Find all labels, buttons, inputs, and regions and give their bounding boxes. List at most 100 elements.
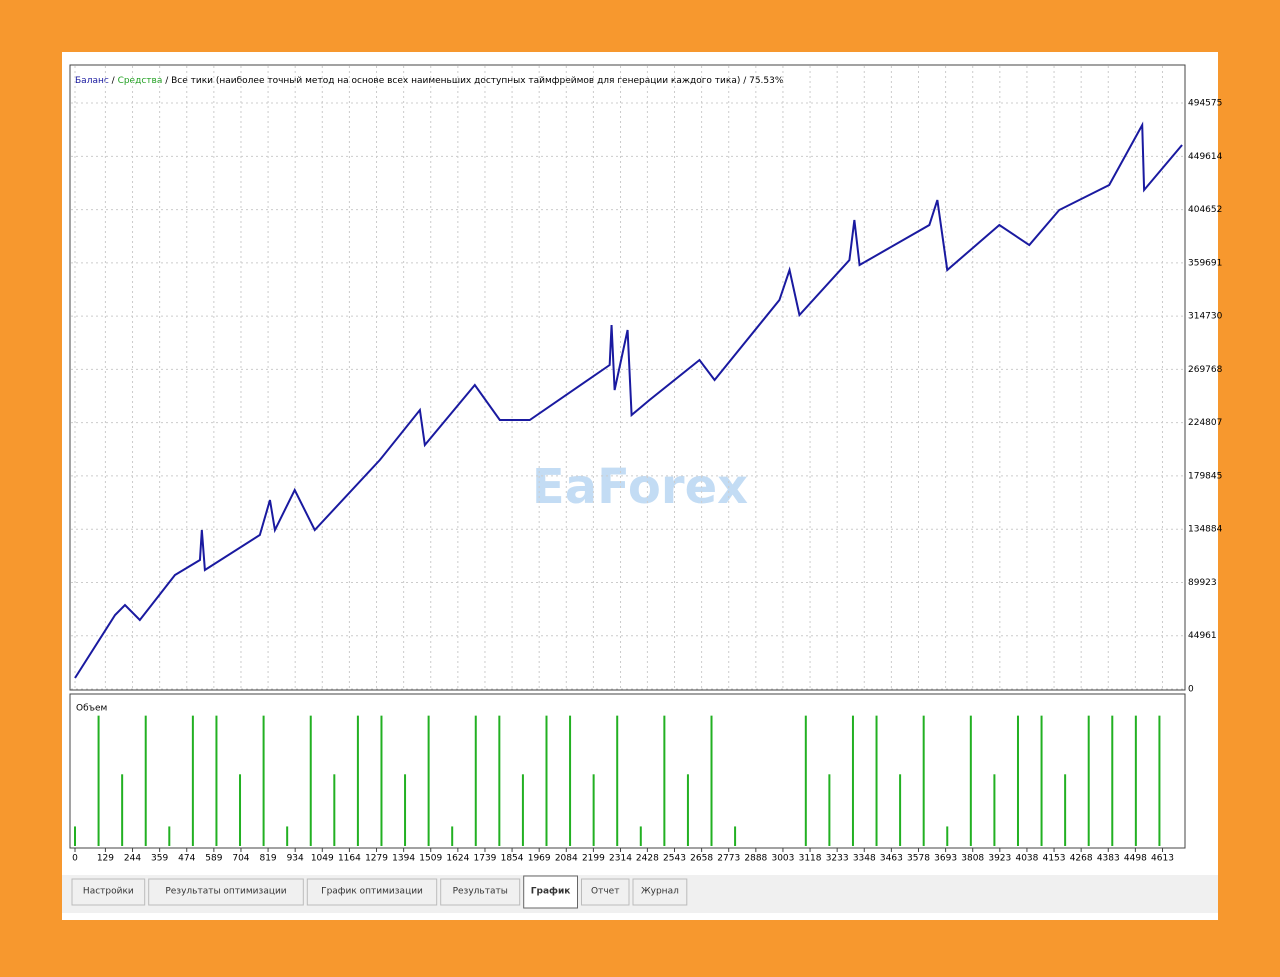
volume-bar (1134, 715, 1137, 846)
balance-line (74, 121, 1183, 679)
x-tick-label: 3923 (988, 854, 1011, 864)
tab[interactable] (306, 878, 438, 906)
tab-label[interactable]: График (531, 887, 571, 897)
tab[interactable] (440, 878, 521, 906)
x-tick-label: 1624 (446, 854, 469, 864)
header: Баланс / Средства / Все тики (наиболее т… (75, 76, 784, 86)
x-tick-label: 3003 (771, 854, 794, 864)
volume-bar (168, 826, 171, 846)
x-tick-label: 244 (124, 854, 141, 864)
x-tick-label: 2428 (636, 854, 659, 864)
tab-label[interactable]: Результаты (453, 887, 508, 897)
volume-bar (922, 715, 925, 846)
volume-bar (592, 774, 595, 846)
y-tick-label: 314730 (1188, 312, 1223, 322)
volume-bar (121, 774, 124, 846)
volume-bar (616, 715, 619, 846)
x-tick-label: 359 (151, 854, 168, 864)
volume-bar (474, 715, 477, 846)
x-tick-label: 1049 (311, 854, 334, 864)
x-tick-label: 2314 (609, 854, 632, 864)
volume-bar (1040, 715, 1043, 846)
x-tick-label: 1164 (338, 854, 361, 864)
tab-label[interactable]: Журнал (641, 887, 679, 897)
watermark: EaForex (532, 459, 748, 515)
volume-bar (569, 715, 572, 846)
equity-label: Средства (118, 76, 163, 86)
x-tick-label: 4498 (1124, 854, 1147, 864)
tab-label[interactable]: Отчет (591, 887, 619, 897)
volume-bar (286, 826, 289, 846)
x-tick-label: 2199 (582, 854, 605, 864)
y-tick-label: 0 (1188, 685, 1194, 695)
x-tick-label: 2658 (690, 854, 713, 864)
volume-bar (404, 774, 407, 846)
y-tick-label: 494575 (1188, 99, 1222, 109)
x-tick-label: 4613 (1151, 854, 1174, 864)
x-tick-label: 589 (205, 854, 222, 864)
x-tick-label: 3808 (961, 854, 984, 864)
x-tick-label: 3348 (853, 854, 876, 864)
volume-frame (69, 693, 1186, 849)
volume-bar (639, 826, 642, 846)
y-tick-label: 359691 (1188, 258, 1222, 268)
y-tick-label: 404652 (1188, 205, 1222, 215)
volume-bar (333, 774, 336, 846)
volume-bar (356, 715, 359, 846)
volume-bar (734, 826, 737, 846)
tab-label[interactable]: Результаты оптимизации (165, 887, 286, 897)
volume-bar (191, 715, 194, 846)
volume-bar (451, 826, 454, 846)
x-tick-label: 4383 (1097, 854, 1120, 864)
x-tick-label: 2773 (717, 854, 740, 864)
x-tick-label: 4153 (1043, 854, 1066, 864)
volume-bar (74, 826, 76, 846)
volume-bar (1158, 715, 1161, 846)
y-tick-label: 179845 (1188, 471, 1222, 481)
x-tick-label: 3693 (934, 854, 957, 864)
x-tick-label: 3233 (826, 854, 849, 864)
tab[interactable] (71, 878, 146, 906)
y-tick-label: 134884 (1188, 525, 1223, 535)
x-tick-label: 3118 (799, 854, 822, 864)
tab[interactable] (148, 878, 304, 906)
tab-label[interactable]: График оптимизации (321, 887, 423, 897)
tab[interactable] (581, 878, 630, 906)
volume-bar (686, 774, 689, 846)
volume-bar (380, 715, 383, 846)
volume-bar (875, 715, 878, 846)
y-tick-label: 44961 (1188, 631, 1217, 641)
volume-bar (969, 715, 972, 846)
x-tick-label: 3463 (880, 854, 903, 864)
volume-bar (1111, 715, 1114, 846)
tabs: Настройки Результаты оптимизации График оп… (71, 875, 688, 909)
volume-bar (144, 715, 147, 846)
volume-bar (663, 715, 666, 846)
volume-bar (97, 715, 100, 846)
volume-bar (309, 715, 312, 846)
chart-frame (69, 64, 1186, 691)
tab-label[interactable]: Настройки (83, 887, 134, 897)
volume-bar (804, 715, 807, 846)
volume-bar (710, 715, 713, 846)
volume-bar (993, 774, 996, 846)
y-tick-label: 269768 (1188, 365, 1223, 375)
volume-bar (828, 774, 831, 846)
y-tick-label: 89923 (1188, 578, 1217, 588)
x-tick-label: 2084 (555, 854, 578, 864)
x-tick-label: 1854 (501, 854, 524, 864)
volume-bar (545, 715, 548, 846)
x-tick-label: 1739 (474, 854, 497, 864)
balance-label: Баланс (75, 76, 109, 86)
volume-bar (1087, 715, 1090, 846)
tab[interactable] (523, 875, 579, 909)
volume-bar (521, 774, 524, 846)
volume-bar (1064, 774, 1067, 846)
volume-bar (1016, 715, 1019, 846)
tab[interactable] (632, 878, 688, 906)
y-tick-label: 224807 (1188, 418, 1222, 428)
x-tick-label: 4268 (1070, 854, 1093, 864)
x-tick-label: 129 (97, 854, 114, 864)
quality: 75.53% (749, 76, 784, 86)
